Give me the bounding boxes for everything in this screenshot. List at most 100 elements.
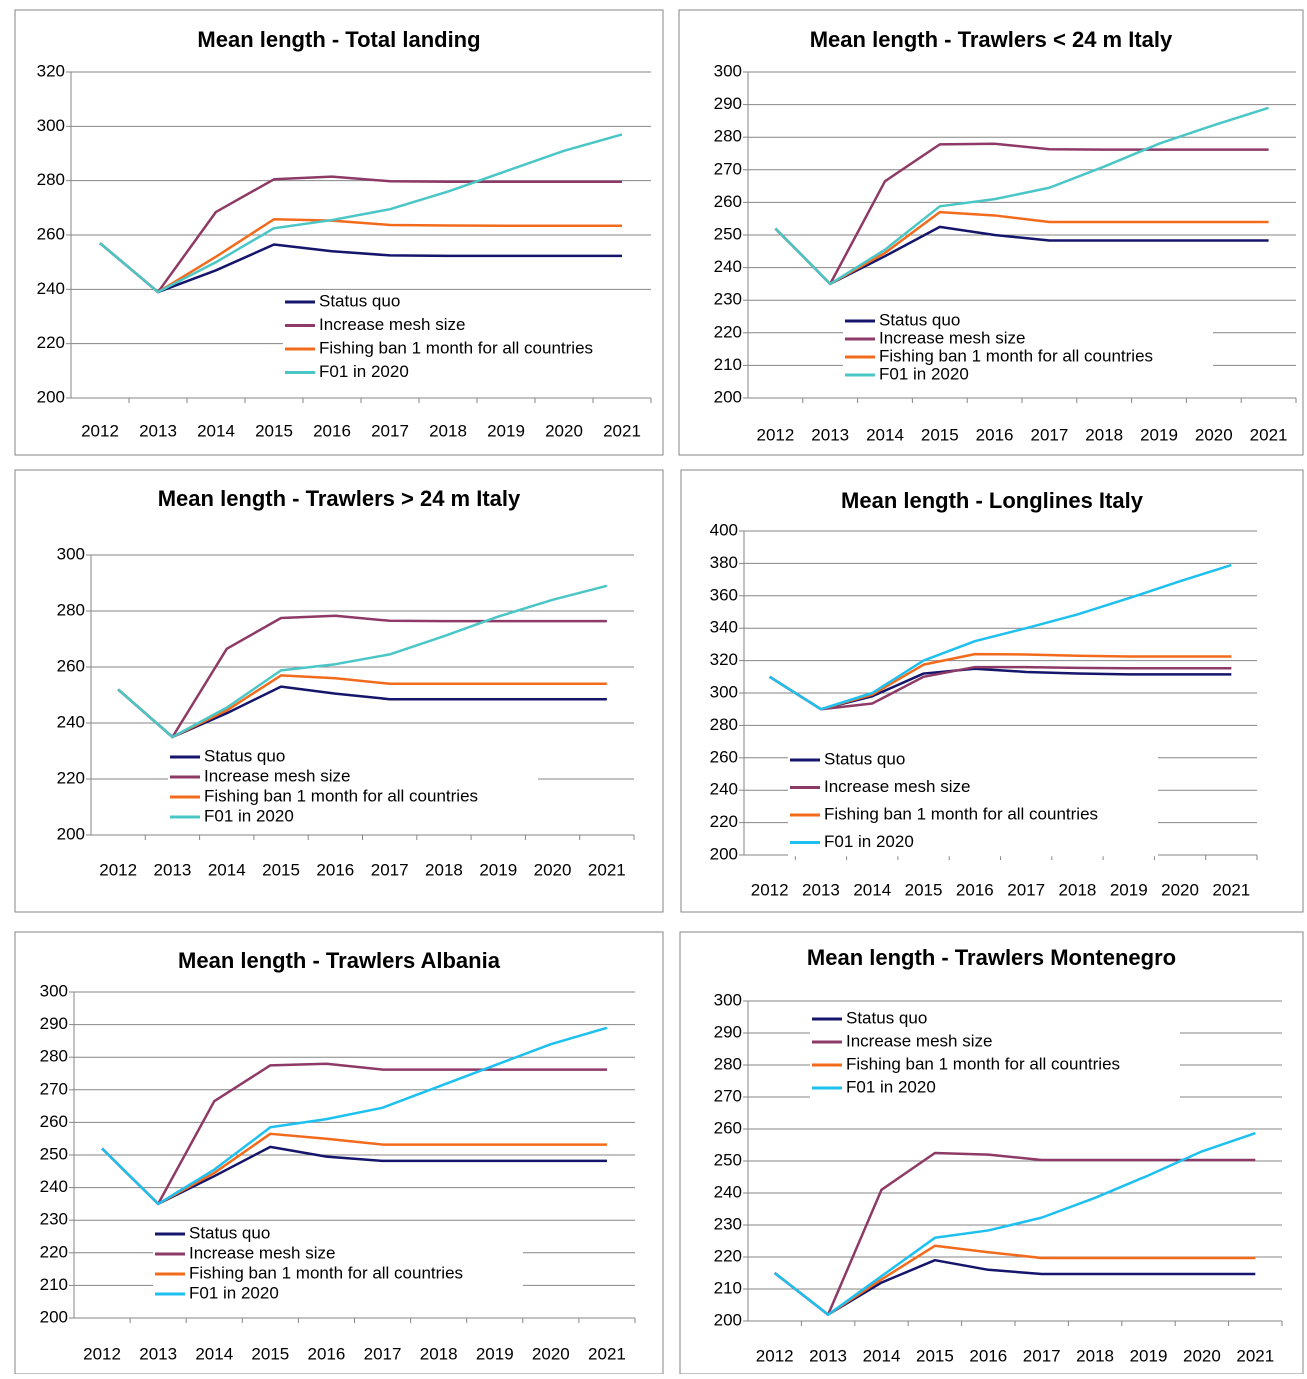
legend-label: Fishing ban 1 month for all countries [189,1263,463,1282]
chart-title: Mean length - Trawlers Montenegro [807,945,1176,970]
x-tick-label: 2019 [1140,425,1178,444]
legend-bg [168,787,538,807]
x-tick-label: 2019 [479,860,517,879]
y-tick-label: 210 [714,355,742,374]
y-tick-label: 240 [57,712,85,731]
legend-label: Status quo [319,291,400,310]
y-tick-label: 400 [710,520,738,539]
legend-bg [788,801,1158,829]
y-tick-label: 250 [40,1144,68,1163]
y-tick-label: 250 [714,1150,742,1169]
x-tick-label: 2019 [1110,880,1148,899]
y-tick-label: 270 [714,1086,742,1105]
chart-frame [14,9,664,456]
y-tick-label: 380 [710,553,738,572]
legend-bg [810,1053,1180,1077]
legend-label: Fishing ban 1 month for all countries [824,804,1098,823]
y-tick-label: 270 [714,159,742,178]
x-tick-label: 2021 [1212,880,1250,899]
x-tick-label: 2012 [83,1344,121,1363]
x-tick-label: 2013 [139,421,177,440]
legend-label: Increase mesh size [879,328,1025,347]
series-line [99,242,622,294]
x-tick-label: 2020 [1195,425,1233,444]
y-tick-label: 300 [714,61,742,80]
x-tick-label: 2015 [905,880,943,899]
legend-bg [788,773,1158,802]
y-tick-label: 240 [710,780,738,799]
x-tick-label: 2020 [532,1344,570,1363]
chart-title: Mean length - Total landing [197,27,480,52]
x-tick-label: 2016 [308,1344,346,1363]
x-tick-label: 2014 [197,421,235,440]
y-tick-label: 280 [37,170,65,189]
chart-title: Mean length - Trawlers Albania [178,948,501,973]
x-tick-label: 2012 [756,425,794,444]
y-tick-label: 280 [714,127,742,146]
legend-label: Status quo [824,749,905,768]
y-tick-label: 320 [710,650,738,669]
legend-label: Fishing ban 1 month for all countries [879,346,1153,365]
legend-bg [810,1030,1180,1054]
y-tick-label: 220 [714,1246,742,1265]
y-tick-label: 200 [40,1307,68,1326]
legend-bg [153,1224,523,1244]
x-tick-label: 2014 [853,880,891,899]
series-line [99,217,622,294]
chart-frame [678,9,1304,456]
x-tick-label: 2019 [1130,1346,1168,1365]
x-tick-label: 2015 [251,1344,289,1363]
series-line [773,1151,1256,1316]
x-tick-label: 2021 [588,860,626,879]
legend-bg [168,807,538,827]
x-tick-label: 2013 [809,1346,847,1365]
x-tick-label: 2015 [262,860,300,879]
y-tick-label: 230 [40,1210,68,1229]
legend-label: F01 in 2020 [204,806,294,825]
legend-label: F01 in 2020 [879,364,969,383]
x-tick-label: 2012 [751,880,789,899]
chart-title: Mean length - Trawlers > 24 m Italy [158,486,521,511]
y-tick-label: 250 [714,224,742,243]
x-tick-label: 2015 [255,421,293,440]
series-line [101,1062,607,1206]
y-tick-label: 300 [57,544,85,563]
x-tick-label: 2014 [863,1346,901,1365]
y-tick-label: 240 [714,257,742,276]
series-line [117,614,607,739]
series-line [773,1258,1256,1316]
y-tick-label: 290 [714,94,742,113]
legend-bg [788,746,1158,774]
x-tick-label: 2017 [364,1344,402,1363]
y-tick-label: 200 [714,1310,742,1329]
y-tick-label: 280 [40,1047,68,1066]
y-tick-label: 200 [57,824,85,843]
y-tick-label: 280 [710,715,738,734]
y-tick-label: 290 [714,1022,742,1041]
y-tick-label: 260 [714,1118,742,1137]
legend-label: F01 in 2020 [189,1283,279,1302]
y-tick-label: 240 [714,1182,742,1201]
legend-label: Increase mesh size [846,1031,992,1050]
legend-bg [283,290,653,314]
y-tick-label: 300 [714,990,742,1009]
x-tick-label: 2012 [99,860,137,879]
series-line [768,665,1232,711]
y-tick-label: 220 [57,768,85,787]
x-tick-label: 2012 [81,421,119,440]
x-tick-label: 2015 [916,1346,954,1365]
y-tick-label: 260 [714,192,742,211]
legend-bg [788,828,1158,857]
legend-bg [843,330,1213,348]
x-tick-label: 2017 [1023,1346,1061,1365]
x-tick-label: 2019 [487,421,525,440]
legend-label: Fishing ban 1 month for all countries [319,338,593,357]
x-tick-label: 2020 [1183,1346,1221,1365]
x-tick-label: 2018 [1085,425,1123,444]
x-tick-label: 2013 [154,860,192,879]
y-tick-label: 320 [37,61,65,80]
legend-label: Increase mesh size [204,766,350,785]
y-tick-label: 200 [710,844,738,863]
x-tick-label: 2016 [969,1346,1007,1365]
